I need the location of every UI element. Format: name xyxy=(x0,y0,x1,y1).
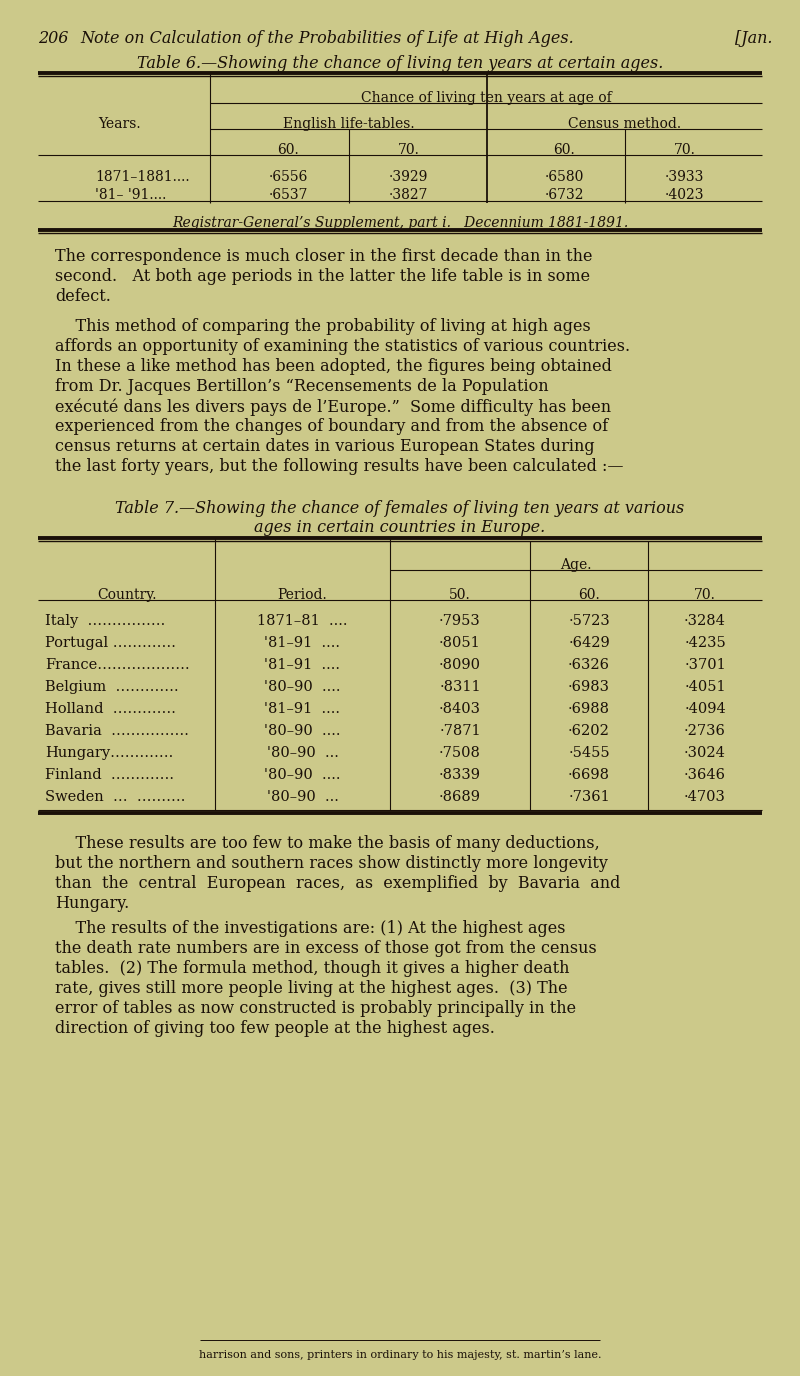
Text: [Jan.: [Jan. xyxy=(735,30,773,47)
Text: but the northern and southern races show distinctly more longevity: but the northern and southern races show… xyxy=(55,854,608,872)
Text: ·6580: ·6580 xyxy=(545,171,584,184)
Text: 1871–1881....: 1871–1881.... xyxy=(95,171,190,184)
Text: Years.: Years. xyxy=(98,117,142,131)
Text: ·3646: ·3646 xyxy=(684,768,726,782)
Text: '81–91  ....: '81–91 .... xyxy=(265,636,341,649)
Text: ·8689: ·8689 xyxy=(439,790,481,804)
Text: 70.: 70. xyxy=(398,143,419,157)
Text: 70.: 70. xyxy=(694,588,716,603)
Text: This method of comparing the probability of living at high ages: This method of comparing the probability… xyxy=(55,318,590,334)
Text: ·3701: ·3701 xyxy=(684,658,726,671)
Text: Bavaria  …………….: Bavaria ……………. xyxy=(45,724,189,738)
Text: Note on Calculation of the Probabilities of Life at High Ages.: Note on Calculation of the Probabilities… xyxy=(80,30,574,47)
Text: Age.: Age. xyxy=(560,559,592,572)
Text: These results are too few to make the basis of many deductions,: These results are too few to make the ba… xyxy=(55,835,600,852)
Text: Period.: Period. xyxy=(278,588,327,603)
Text: The results of the investigations are: (1) At the highest ages: The results of the investigations are: (… xyxy=(55,921,566,937)
Text: Registrar-General’s Supplement, part i.   Decennium 1881-1891.: Registrar-General’s Supplement, part i. … xyxy=(172,216,628,230)
Text: from Dr. Jacques Bertillon’s “Recensements de la Population: from Dr. Jacques Bertillon’s “Recensemen… xyxy=(55,378,549,395)
Text: ·7871: ·7871 xyxy=(439,724,481,738)
Text: ·3024: ·3024 xyxy=(684,746,726,760)
Text: error of tables as now constructed is probably principally in the: error of tables as now constructed is pr… xyxy=(55,1000,576,1017)
Text: ·3827: ·3827 xyxy=(389,189,428,202)
Text: ·6429: ·6429 xyxy=(568,636,610,649)
Text: ·6326: ·6326 xyxy=(568,658,610,671)
Text: ·7953: ·7953 xyxy=(439,614,481,627)
Text: '81– '91....: '81– '91.... xyxy=(95,189,166,202)
Text: ·4051: ·4051 xyxy=(684,680,726,694)
Text: In these a like method has been adopted, the figures being obtained: In these a like method has been adopted,… xyxy=(55,358,612,376)
Text: Portugal ………….: Portugal …………. xyxy=(45,636,176,649)
Text: ·8090: ·8090 xyxy=(439,658,481,671)
Text: '80–90  ....: '80–90 .... xyxy=(264,724,341,738)
Text: ·8403: ·8403 xyxy=(439,702,481,716)
Text: '80–90  ....: '80–90 .... xyxy=(264,768,341,782)
Text: 70.: 70. xyxy=(674,143,695,157)
Text: ·4235: ·4235 xyxy=(684,636,726,649)
Text: exécuté dans les divers pays de l’Europe.”  Some difficulty has been: exécuté dans les divers pays de l’Europe… xyxy=(55,398,611,416)
Text: Table 6.—Showing the chance of living ten years at certain ages.: Table 6.—Showing the chance of living te… xyxy=(137,55,663,72)
Text: 50.: 50. xyxy=(449,588,471,603)
Text: Belgium  ………….: Belgium …………. xyxy=(45,680,178,694)
Text: 60.: 60. xyxy=(554,143,575,157)
Text: Sweden  …  ……….: Sweden … ………. xyxy=(45,790,186,804)
Text: '81–91  ....: '81–91 .... xyxy=(265,702,341,716)
Text: ·6537: ·6537 xyxy=(269,189,308,202)
Text: Hungary.: Hungary. xyxy=(55,894,130,912)
Text: ·7361: ·7361 xyxy=(568,790,610,804)
Text: ·8051: ·8051 xyxy=(439,636,481,649)
Text: The correspondence is much closer in the first decade than in the: The correspondence is much closer in the… xyxy=(55,248,593,266)
Text: Table 7.—Showing the chance of females of living ten years at various: Table 7.—Showing the chance of females o… xyxy=(115,499,685,517)
Text: '80–90  ....: '80–90 .... xyxy=(264,680,341,694)
Text: Census method.: Census method. xyxy=(568,117,681,131)
Text: '80–90  ...: '80–90 ... xyxy=(266,790,338,804)
Text: direction of giving too few people at the highest ages.: direction of giving too few people at th… xyxy=(55,1020,495,1038)
Text: 60.: 60. xyxy=(578,588,600,603)
Text: ·6698: ·6698 xyxy=(568,768,610,782)
Text: experienced from the changes of boundary and from the absence of: experienced from the changes of boundary… xyxy=(55,418,608,435)
Text: the last forty years, but the following results have been calculated :—: the last forty years, but the following … xyxy=(55,458,623,475)
Text: '80–90  ...: '80–90 ... xyxy=(266,746,338,760)
Text: 1871–81  ....: 1871–81 .... xyxy=(258,614,348,627)
Text: Chance of living ten years at age of: Chance of living ten years at age of xyxy=(361,91,611,105)
Text: ·3933: ·3933 xyxy=(665,171,704,184)
Text: affords an opportunity of examining the statistics of various countries.: affords an opportunity of examining the … xyxy=(55,338,630,355)
Text: harrison and sons, printers in ordinary to his majesty, st. martin’s lane.: harrison and sons, printers in ordinary … xyxy=(198,1350,602,1359)
Text: the death rate numbers are in excess of those got from the census: the death rate numbers are in excess of … xyxy=(55,940,597,956)
Text: ages in certain countries in Europe.: ages in certain countries in Europe. xyxy=(254,519,546,537)
Text: ·4094: ·4094 xyxy=(684,702,726,716)
Text: ·3284: ·3284 xyxy=(684,614,726,627)
Text: ·6556: ·6556 xyxy=(269,171,308,184)
Text: ·4703: ·4703 xyxy=(684,790,726,804)
Text: ·6202: ·6202 xyxy=(568,724,610,738)
Text: Finland  ………….: Finland …………. xyxy=(45,768,174,782)
Text: Hungary………….: Hungary…………. xyxy=(45,746,174,760)
Text: second.   At both age periods in the latter the life table is in some: second. At both age periods in the latte… xyxy=(55,268,590,285)
Text: census returns at certain dates in various European States during: census returns at certain dates in vario… xyxy=(55,438,594,455)
Text: ·6983: ·6983 xyxy=(568,680,610,694)
Text: Holland  ………….: Holland …………. xyxy=(45,702,176,716)
Text: ·3929: ·3929 xyxy=(389,171,428,184)
Text: ·6732: ·6732 xyxy=(545,189,584,202)
Text: Italy  …………….: Italy ……………. xyxy=(45,614,166,627)
Text: rate, gives still more people living at the highest ages.  (3) The: rate, gives still more people living at … xyxy=(55,980,568,998)
Text: tables.  (2) The formula method, though it gives a higher death: tables. (2) The formula method, though i… xyxy=(55,960,570,977)
Text: ·8311: ·8311 xyxy=(439,680,481,694)
Text: ·6988: ·6988 xyxy=(568,702,610,716)
Text: France……………….: France………………. xyxy=(45,658,190,671)
Text: ·8339: ·8339 xyxy=(439,768,481,782)
Text: Country.: Country. xyxy=(97,588,156,603)
Text: ·2736: ·2736 xyxy=(684,724,726,738)
Text: ·5723: ·5723 xyxy=(568,614,610,627)
Text: English life-tables.: English life-tables. xyxy=(282,117,414,131)
Text: ·5455: ·5455 xyxy=(568,746,610,760)
Text: 60.: 60. xyxy=(278,143,299,157)
Text: ·4023: ·4023 xyxy=(665,189,704,202)
Text: defect.: defect. xyxy=(55,288,111,305)
Text: ·7508: ·7508 xyxy=(439,746,481,760)
Text: 206: 206 xyxy=(38,30,68,47)
Text: '81–91  ....: '81–91 .... xyxy=(265,658,341,671)
Text: than  the  central  European  races,  as  exemplified  by  Bavaria  and: than the central European races, as exem… xyxy=(55,875,620,892)
